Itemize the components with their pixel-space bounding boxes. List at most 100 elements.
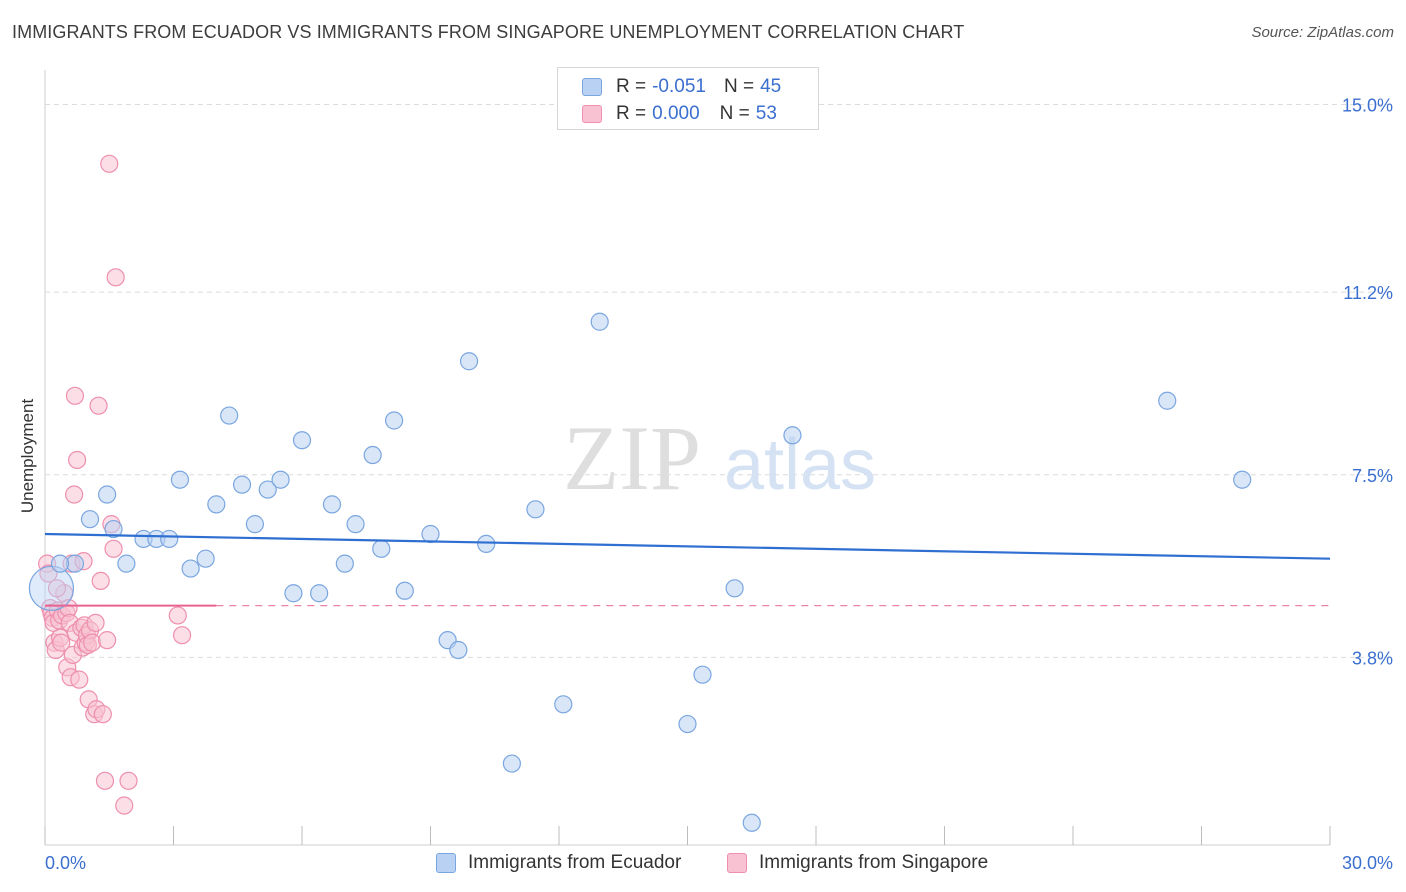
ecuador-point bbox=[322, 495, 342, 514]
r-label: R = bbox=[616, 103, 647, 124]
singapore-point bbox=[93, 705, 112, 724]
ecuador-point bbox=[502, 754, 521, 773]
singapore-point bbox=[119, 771, 138, 790]
ecuador-point bbox=[232, 475, 252, 494]
ecuador-point bbox=[526, 500, 545, 519]
ecuador-point bbox=[50, 554, 70, 573]
singapore-point bbox=[172, 626, 192, 645]
singapore-point bbox=[115, 796, 134, 815]
source-label: Source: ZipAtlas.com bbox=[1251, 24, 1394, 41]
ecuador-point bbox=[310, 584, 329, 603]
ecuador-point bbox=[170, 470, 190, 489]
legend-item-singapore[interactable]: Immigrants from Singapore bbox=[727, 852, 988, 874]
r-value-singapore: 0.000 bbox=[652, 103, 700, 124]
gridlines bbox=[45, 104, 1392, 658]
singapore-point bbox=[104, 539, 123, 558]
y-tick-label: 7.5% bbox=[1352, 466, 1393, 486]
ecuador-point bbox=[220, 406, 239, 425]
n-label: N = bbox=[719, 103, 750, 124]
ecuador-point bbox=[725, 579, 744, 598]
singapore-point bbox=[83, 633, 102, 652]
ecuador-point bbox=[160, 529, 179, 549]
ecuador-point bbox=[181, 559, 200, 578]
chart-title: IMMIGRANTS FROM ECUADOR VS IMMIGRANTS FR… bbox=[12, 22, 965, 42]
singapore-point bbox=[86, 613, 105, 632]
singapore-point bbox=[106, 268, 125, 287]
y-tick-label: 3.8% bbox=[1352, 648, 1393, 668]
legend-row-singapore: R = 0.000 N = 53 bbox=[582, 102, 777, 126]
ecuador-point bbox=[80, 510, 100, 529]
ecuador-point bbox=[449, 640, 468, 660]
legend-row-ecuador: R = -0.051 N = 45 bbox=[582, 75, 781, 99]
ecuador-point bbox=[742, 813, 761, 832]
singapore-point bbox=[39, 564, 58, 583]
y-tick-label: 15.0% bbox=[1342, 96, 1393, 116]
n-value-singapore: 53 bbox=[755, 103, 777, 124]
legend-label-ecuador: Immigrants from Ecuador bbox=[468, 852, 682, 873]
x-tick-label: 30.0% bbox=[1342, 853, 1393, 873]
y-tick-label: 11.2% bbox=[1343, 283, 1393, 303]
singapore-point bbox=[91, 571, 110, 591]
ecuador-point bbox=[196, 549, 215, 568]
ecuador-point bbox=[117, 554, 136, 573]
ecuador-point bbox=[372, 539, 391, 558]
ecuador-point bbox=[28, 565, 75, 611]
ecuador-point bbox=[693, 665, 712, 684]
series-singapore bbox=[38, 154, 192, 815]
ecuador-point bbox=[590, 312, 609, 331]
n-label: N = bbox=[723, 76, 755, 97]
trend-lines bbox=[44, 532, 1331, 607]
watermark: ZIP atlas bbox=[563, 407, 876, 509]
ecuador-point bbox=[363, 445, 382, 465]
ecuador-point bbox=[292, 431, 312, 450]
ecuador-point bbox=[335, 554, 354, 573]
singapore-point bbox=[52, 633, 71, 652]
ecuador-point bbox=[271, 470, 290, 489]
ecuador-point bbox=[554, 695, 573, 714]
ecuador-point bbox=[1233, 470, 1252, 489]
singapore-swatch bbox=[582, 105, 602, 123]
ecuador-point bbox=[421, 524, 440, 544]
ecuador-point bbox=[477, 534, 496, 553]
ecuador-point bbox=[384, 411, 404, 430]
r-value-ecuador: -0.051 bbox=[652, 76, 706, 97]
singapore-point bbox=[70, 670, 89, 689]
watermark-zip: ZIP bbox=[563, 407, 701, 509]
ecuador-point bbox=[783, 426, 802, 445]
ecuador-point bbox=[1158, 391, 1177, 410]
correlation-legend: R = -0.051 N = 45 R = 0.000 N = 53 bbox=[557, 67, 819, 130]
n-value-ecuador: 45 bbox=[760, 76, 782, 97]
singapore-point bbox=[98, 631, 117, 650]
singapore-point bbox=[89, 396, 108, 415]
singapore-point bbox=[47, 579, 67, 598]
ecuador-point bbox=[207, 495, 226, 514]
singapore-point bbox=[65, 485, 84, 504]
series-ecuador bbox=[28, 312, 1252, 832]
ecuador-point bbox=[395, 581, 414, 600]
ecuador-swatch bbox=[436, 853, 456, 873]
ecuador-point bbox=[459, 352, 479, 371]
singapore-point bbox=[100, 154, 119, 173]
ecuador-point bbox=[98, 485, 117, 504]
singapore-point bbox=[95, 771, 115, 790]
ecuador-point bbox=[678, 714, 697, 734]
legend-item-ecuador[interactable]: Immigrants from Ecuador bbox=[436, 852, 681, 874]
ecuador-point bbox=[346, 515, 365, 534]
ecuador-swatch bbox=[582, 78, 602, 96]
ecuador-trend-line bbox=[44, 532, 1331, 560]
series-legend: Immigrants from Ecuador Immigrants from … bbox=[0, 852, 1406, 878]
r-label: R = bbox=[616, 76, 647, 97]
ecuador-point bbox=[104, 519, 123, 539]
singapore-point bbox=[68, 450, 87, 470]
singapore-point bbox=[65, 386, 85, 405]
tick-labels: 3.8% 7.5% 11.2% 15.0% 0.0% 30.0% bbox=[45, 96, 1393, 873]
singapore-swatch bbox=[727, 853, 747, 873]
ecuador-point bbox=[245, 515, 264, 534]
ecuador-point bbox=[284, 584, 303, 603]
axes bbox=[44, 70, 1331, 846]
singapore-point bbox=[168, 606, 187, 625]
legend-label-singapore: Immigrants from Singapore bbox=[759, 852, 989, 873]
x-tick-label: 0.0% bbox=[45, 853, 86, 873]
ecuador-point bbox=[258, 480, 277, 499]
